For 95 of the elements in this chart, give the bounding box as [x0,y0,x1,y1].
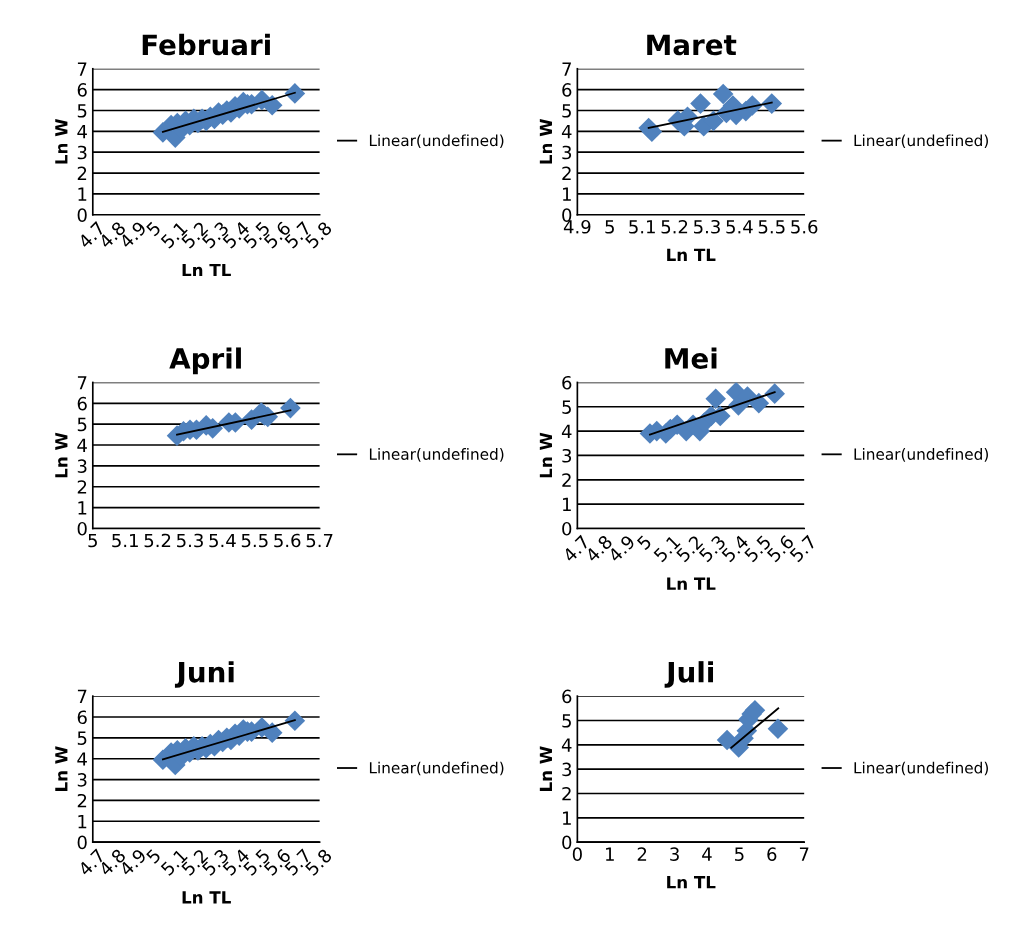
chart-title: Juli [664,661,714,688]
y-tick-label: 4 [561,424,572,438]
y-tick-label: 2 [562,166,571,180]
y-tick-label: 5 [77,417,87,432]
legend-label: Linear(undefined) [854,761,988,776]
y-tick-label: 2 [77,480,87,494]
y-tick-label: 5 [562,714,571,728]
y-tick-label: 4 [77,752,87,766]
y-tick-label: 0 [562,208,572,222]
x-axis-title: Ln TL [182,263,231,277]
x-axis-title: Ln TL [667,248,716,261]
y-tick-label: 4 [561,125,572,139]
x-tick-label: 5.2 [144,533,171,548]
y-tick-label: 6 [562,83,572,97]
y-tick-label: 6 [77,396,87,411]
x-tick-label: 5 [735,847,744,861]
x-tick-label: 5 [605,220,614,234]
x-tick-label: 5 [636,534,653,551]
y-tick-label: 2 [77,166,87,180]
y-tick-label: 6 [562,375,572,390]
x-axis-title: Ln TL [667,577,716,590]
y-tick-label: 0 [562,521,572,536]
y-tick-label: 2 [77,793,87,808]
y-tick-label: 1 [78,814,87,829]
x-tick-label: 5 [88,533,97,548]
y-tick-label: 7 [77,376,87,390]
y-tick-label: 2 [562,786,571,801]
x-tick-label: 5.1 [629,220,655,234]
y-tick-label: 6 [77,83,87,97]
x-tick-label: 1 [606,847,614,861]
y-tick-label: 5 [77,731,87,745]
chart-title: Mei [665,347,717,369]
y-tick-label: 5 [562,104,571,118]
y-tick-label: 7 [562,62,571,76]
legend-label: Linear(undefined) [854,134,988,148]
y-tick-label: 4 [77,125,87,139]
x-tick-label: 4 [702,847,712,861]
chart-title: Februari [142,33,270,56]
x-tick-label: 5.2 [661,219,688,234]
y-tick-label: 4 [77,438,87,452]
y-tick-label: 3 [77,459,87,473]
y-tick-label: 0 [562,835,572,850]
x-tick-label: 5.5 [241,533,268,548]
x-tick-label: 5.7 [306,533,333,548]
x-tick-label: 5 [145,848,162,865]
y-tick-label: 1 [562,811,571,825]
y-axis-title: Ln W [539,746,552,791]
y-tick-label: 2 [562,473,571,487]
y-tick-label: 1 [562,497,571,511]
y-tick-label: 3 [77,773,87,787]
x-tick-label: 5.4 [726,220,753,234]
y-tick-label: 1 [78,187,87,201]
y-tick-label: 6 [562,689,572,704]
x-tick-label: 5 [145,221,162,237]
x-tick-label: 3 [670,847,679,861]
y-tick-label: 5 [562,400,571,414]
y-tick-label: 0 [77,208,87,222]
legend-label: Linear(undefined) [369,448,504,462]
y-tick-label: 3 [77,145,87,160]
x-tick-label: 5.5 [758,220,785,234]
y-axis-title: Ln W [55,746,68,791]
y-tick-label: 6 [77,710,87,725]
x-tick-label: 5.3 [177,533,203,548]
x-tick-label: 5.4 [209,533,236,548]
legend-label: Linear(undefined) [369,134,504,148]
chart-title: April [169,347,241,375]
y-tick-label: 3 [562,448,572,463]
y-axis-title: Ln W [55,118,68,164]
y-axis-title: Ln W [55,432,68,478]
y-tick-label: 3 [562,762,572,777]
y-tick-label: 0 [77,835,87,850]
chart-title: Maret [647,34,737,56]
y-axis-title: Ln W [539,118,552,164]
y-axis-title: Ln W [539,432,552,478]
x-tick-label: 6 [767,847,777,861]
x-tick-label: 7 [799,847,809,861]
x-tick-label: 5.1 [112,533,138,548]
y-tick-label: 4 [561,738,572,752]
x-tick-label: 5.3 [694,219,720,234]
x-tick-label: 5.6 [274,533,301,548]
chart-title: Juni [174,661,234,688]
y-tick-label: 0 [77,521,87,536]
x-tick-label: 0 [572,847,582,861]
y-tick-label: 7 [77,62,87,76]
x-tick-label: 5.6 [791,219,818,234]
x-axis-title: Ln TL [667,876,716,889]
x-tick-label: 2 [637,847,647,861]
legend-label: Linear(undefined) [854,448,988,462]
x-axis-title: Ln TL [182,891,231,904]
y-tick-label: 7 [77,689,87,703]
y-tick-label: 1 [562,187,571,201]
y-tick-label: 5 [77,104,87,118]
y-tick-label: 1 [78,501,87,515]
y-tick-label: 3 [562,145,572,160]
legend-label: Linear(undefined) [369,761,504,776]
